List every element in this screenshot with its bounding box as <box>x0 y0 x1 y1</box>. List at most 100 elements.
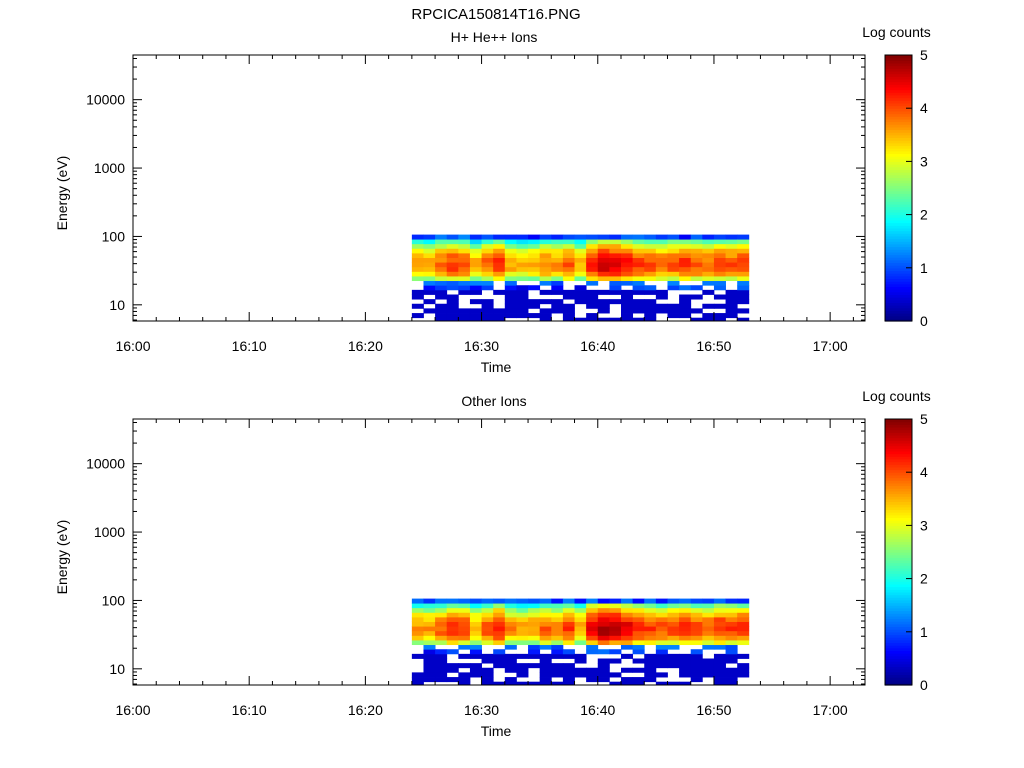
colorbar-swatch <box>885 528 912 532</box>
colorbar-swatch <box>885 458 912 463</box>
heatmap-cell <box>609 289 622 295</box>
heatmap-cell <box>574 658 587 664</box>
heatmap-cell <box>690 248 703 254</box>
heatmap-cell <box>621 621 634 627</box>
heatmap-cell <box>516 294 529 300</box>
colorbar-swatch <box>885 647 912 652</box>
heatmap-cell <box>481 285 494 291</box>
heatmap-cell <box>458 626 471 632</box>
heatmap-cell <box>493 607 506 613</box>
heatmap-cell <box>528 313 541 319</box>
plot-frame <box>132 418 866 686</box>
heatmap-cell <box>702 663 715 669</box>
heatmap-cell <box>609 658 622 664</box>
heatmap-cell <box>411 681 424 686</box>
heatmap-cell <box>574 317 587 322</box>
heatmap-cell <box>516 621 529 627</box>
heatmap-cell <box>725 653 738 659</box>
heatmap-cell <box>586 313 599 319</box>
colorbar-swatch <box>885 233 912 237</box>
heatmap-cell <box>725 252 738 258</box>
heatmap-cell <box>655 289 668 295</box>
colorbar-swatch <box>885 546 912 550</box>
heatmap-cell <box>725 644 738 650</box>
colorbar-swatch <box>885 302 912 306</box>
heatmap-cell <box>528 681 541 686</box>
heatmap-cell <box>586 640 599 646</box>
colorbar-swatch <box>885 259 912 264</box>
heatmap-cell <box>586 667 599 673</box>
heatmap-cell <box>539 257 552 263</box>
heatmap-cell <box>713 252 726 258</box>
heatmap-cell <box>597 234 610 240</box>
heatmap-cell <box>528 644 541 650</box>
heatmap-cell <box>690 667 703 673</box>
heatmap-cell <box>667 248 680 254</box>
heatmap-cell <box>725 266 738 272</box>
heatmap-cell <box>446 677 459 683</box>
heatmap-cell <box>690 677 703 683</box>
heatmap-cell <box>737 266 750 272</box>
colorbar-swatch <box>885 602 912 606</box>
heatmap-cell <box>423 667 436 673</box>
heatmap-cell <box>644 266 657 272</box>
heatmap-cell <box>574 672 587 678</box>
heatmap-cell <box>644 303 657 309</box>
heatmap-cell <box>713 616 726 622</box>
heatmap-cell <box>539 630 552 636</box>
panel-other-ions: 16:00 16:10 16:20 16:30 16:40 16:50 17:0010100… <box>54 388 931 739</box>
heatmap-cell <box>702 243 715 249</box>
heatmap-cell <box>469 257 482 263</box>
heatmap-cell <box>423 266 436 272</box>
colorbar-swatch <box>885 597 912 601</box>
heatmap-cell <box>539 603 552 609</box>
heatmap-cell <box>725 612 738 618</box>
heatmap-cell <box>411 626 424 632</box>
colorbar-swatch <box>885 469 912 473</box>
heatmap-cell <box>690 621 703 627</box>
heatmap-cell <box>667 239 680 245</box>
colorbar-swatch <box>885 134 912 139</box>
heatmap-cell <box>597 303 610 309</box>
heatmap-cell <box>655 644 668 650</box>
heatmap-cell <box>481 616 494 622</box>
heatmap-cell <box>679 681 692 686</box>
heatmap-cell <box>504 303 517 309</box>
colorbar-swatch <box>885 113 912 117</box>
heatmap-cell <box>632 658 645 664</box>
heatmap-cell <box>539 262 552 268</box>
heatmap-cell <box>609 262 622 268</box>
heatmap-cell <box>609 248 622 254</box>
heatmap-cell <box>481 640 494 646</box>
colorbar-tick-label: 1 <box>920 260 928 276</box>
heatmap-cell <box>528 630 541 636</box>
heatmap-cell <box>469 612 482 618</box>
colorbar-swatch <box>885 610 912 614</box>
colorbar-swatch <box>885 541 912 545</box>
heatmap-cell <box>609 612 622 618</box>
colorbar-swatch <box>885 86 912 91</box>
heatmap-cell <box>411 257 424 263</box>
colorbar-swatch <box>885 153 912 157</box>
colorbar-swatch <box>885 148 912 152</box>
heatmap-cell <box>551 271 564 277</box>
heatmap-cell <box>516 262 529 268</box>
heatmap-cell <box>737 289 750 295</box>
heatmap-cell <box>562 616 575 622</box>
heatmap-cell <box>609 276 622 282</box>
heatmap-cell <box>562 635 575 641</box>
heatmap-cell <box>516 653 529 659</box>
heatmap-cell <box>632 607 645 613</box>
heatmap-cell <box>632 649 645 655</box>
heatmap-cell <box>667 252 680 258</box>
colorbar-swatch <box>885 281 912 285</box>
colorbar-swatch <box>885 92 912 96</box>
heatmap-cell <box>539 598 552 604</box>
heatmap-cell <box>713 317 726 322</box>
heatmap-cell <box>725 667 738 673</box>
heatmap-cell <box>411 313 424 319</box>
heatmap-cell <box>516 257 529 263</box>
heatmap-cell <box>597 317 610 322</box>
heatmap-cell <box>690 616 703 622</box>
heatmap-cell <box>539 276 552 282</box>
